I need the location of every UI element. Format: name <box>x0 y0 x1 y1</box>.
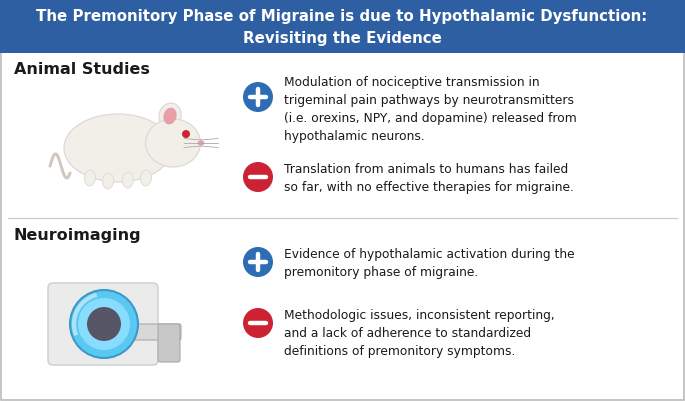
Ellipse shape <box>64 114 172 182</box>
Text: Neuroimaging: Neuroimaging <box>14 228 142 243</box>
FancyBboxPatch shape <box>0 0 685 53</box>
Circle shape <box>78 298 130 350</box>
Circle shape <box>182 130 190 138</box>
Text: The Premonitory Phase of Migraine is due to Hypothalamic Dysfunction:: The Premonitory Phase of Migraine is due… <box>36 10 647 24</box>
Text: Revisiting the Evidence: Revisiting the Evidence <box>242 30 441 45</box>
Circle shape <box>243 162 273 192</box>
Text: Animal Studies: Animal Studies <box>14 62 150 77</box>
Ellipse shape <box>140 170 151 186</box>
Circle shape <box>70 290 138 358</box>
Text: Translation from animals to humans has failed
so far, with no effective therapie: Translation from animals to humans has f… <box>284 163 574 194</box>
Text: Evidence of hypothalamic activation during the
premonitory phase of migraine.: Evidence of hypothalamic activation duri… <box>284 248 575 279</box>
Ellipse shape <box>159 103 181 129</box>
FancyBboxPatch shape <box>48 283 158 365</box>
Ellipse shape <box>103 173 114 189</box>
Ellipse shape <box>123 172 134 188</box>
Circle shape <box>243 82 273 112</box>
Circle shape <box>87 307 121 341</box>
FancyBboxPatch shape <box>102 324 181 340</box>
Text: Modulation of nociceptive transmission in
trigeminal pain pathways by neurotrans: Modulation of nociceptive transmission i… <box>284 76 577 143</box>
Ellipse shape <box>84 170 95 186</box>
Ellipse shape <box>145 119 201 167</box>
Ellipse shape <box>163 107 177 124</box>
FancyBboxPatch shape <box>158 324 180 362</box>
Ellipse shape <box>197 140 205 146</box>
Circle shape <box>243 247 273 277</box>
Text: Methodologic issues, inconsistent reporting,
and a lack of adherence to standard: Methodologic issues, inconsistent report… <box>284 309 555 358</box>
Circle shape <box>243 308 273 338</box>
